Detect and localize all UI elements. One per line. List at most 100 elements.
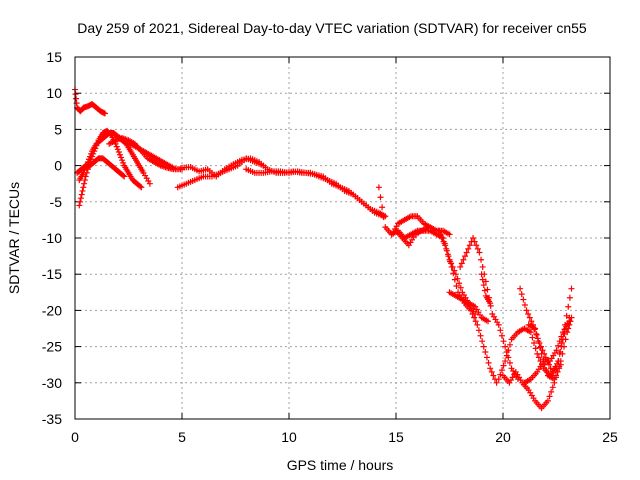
data-point — [443, 247, 450, 254]
x-tick-label: 20 — [495, 429, 511, 445]
data-point — [500, 362, 507, 369]
data-point — [457, 263, 464, 270]
data-point — [170, 166, 177, 173]
data-point — [479, 263, 486, 270]
data-point — [471, 238, 478, 245]
data-point — [465, 245, 472, 252]
data-point — [563, 312, 570, 319]
data-point — [78, 191, 85, 198]
data-point — [487, 365, 494, 372]
data-point — [479, 338, 486, 345]
data-point — [562, 336, 569, 343]
data-point — [518, 291, 525, 298]
data-point — [532, 325, 539, 332]
data-point — [485, 359, 492, 366]
data-point — [478, 271, 485, 278]
series-arc-17 — [478, 271, 494, 307]
data-point — [475, 327, 482, 334]
y-tick-label: -35 — [42, 411, 62, 427]
data-point — [77, 195, 84, 202]
data-point — [526, 314, 533, 321]
data-point — [566, 318, 573, 325]
data-point — [498, 332, 505, 339]
data-point — [502, 358, 509, 365]
data-point — [548, 388, 555, 395]
data-point — [467, 307, 474, 314]
data-point — [529, 334, 536, 341]
data-point — [538, 350, 545, 357]
data-point — [451, 276, 458, 283]
data-point — [537, 343, 544, 350]
data-point — [450, 270, 457, 277]
series-arc-21 — [521, 318, 573, 386]
series-arc-10 — [307, 169, 389, 220]
data-point — [521, 301, 528, 308]
y-axis-label: SDTVAR / TECUs — [6, 182, 22, 294]
data-point — [536, 344, 543, 351]
data-point — [379, 204, 386, 211]
data-point — [146, 180, 153, 187]
data-point — [555, 342, 562, 349]
data-point — [547, 365, 554, 372]
data-point — [505, 347, 512, 354]
y-tick-label: -30 — [42, 375, 62, 391]
data-point — [460, 256, 467, 263]
data-point — [138, 184, 145, 191]
data-point — [79, 187, 86, 194]
data-point — [469, 311, 476, 318]
grid — [75, 57, 610, 419]
data-point — [568, 285, 575, 292]
data-point — [81, 180, 88, 187]
data-point — [452, 271, 459, 278]
series-arc-16 — [446, 289, 492, 325]
data-point — [500, 338, 507, 345]
y-tick-label: -20 — [42, 302, 62, 318]
data-point — [480, 343, 487, 350]
data-point — [454, 275, 461, 282]
data-point — [498, 367, 505, 374]
data-point — [478, 256, 485, 263]
y-tick-label: -5 — [50, 194, 63, 210]
data-point — [470, 235, 477, 241]
data-point — [535, 354, 542, 361]
y-tick-label: -25 — [42, 339, 62, 355]
y-tick-label: 10 — [46, 85, 62, 101]
data-point — [473, 242, 480, 249]
data-point — [555, 358, 562, 365]
data-point — [120, 172, 127, 179]
data-point — [566, 294, 573, 301]
data-point — [442, 242, 449, 249]
data-point — [544, 397, 551, 404]
data-point — [546, 393, 553, 400]
data-point — [86, 153, 93, 160]
data-point — [549, 384, 556, 391]
data-point — [119, 157, 126, 164]
data-point — [118, 154, 125, 161]
data-point — [458, 260, 465, 267]
data-point — [497, 371, 504, 378]
series-arc-22 — [525, 321, 564, 383]
data-point — [558, 333, 565, 340]
x-axis-label: GPS time / hours — [287, 457, 394, 473]
data-point — [565, 303, 572, 310]
data-point — [484, 286, 491, 293]
data-point — [471, 314, 478, 321]
data-point — [114, 146, 121, 153]
data-point — [495, 321, 502, 328]
data-point — [116, 151, 123, 158]
data-point — [439, 235, 446, 241]
chart-title: Day 259 of 2021, Sidereal Day-to-day VTE… — [77, 20, 587, 36]
data-point — [115, 149, 122, 156]
x-tick-label: 0 — [71, 429, 79, 445]
data-point — [457, 284, 464, 291]
axis-ticks: 0 5 10 15 20 25 -35 -30 -25 -20 -15 -10 -5 0 5 10 15 — [42, 49, 618, 445]
data-point — [80, 169, 87, 176]
data-point — [483, 354, 490, 361]
data-point — [474, 245, 481, 252]
series-arc-13 — [393, 224, 432, 249]
data-point — [532, 345, 539, 352]
data-point — [535, 338, 542, 345]
data-point — [456, 280, 463, 287]
y-tick-label: 0 — [54, 158, 62, 174]
data-point — [568, 314, 575, 321]
